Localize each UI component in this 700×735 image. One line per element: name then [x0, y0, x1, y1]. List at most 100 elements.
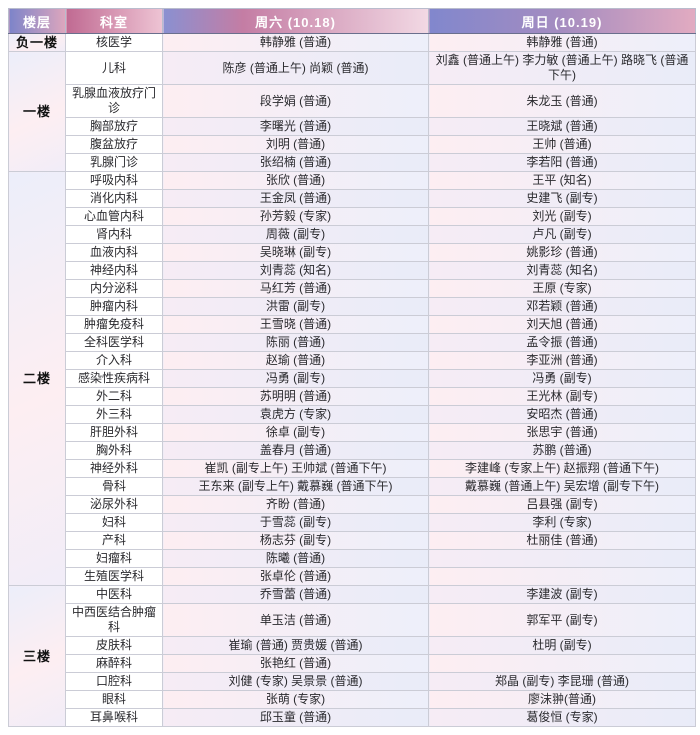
- table-row: 泌尿外科 齐盼 (普通) 吕县强 (副专): [9, 495, 696, 514]
- table-row: 口腔科 刘健 (专家) 吴景景 (普通) 郑晶 (副专) 李昆珊 (普通): [9, 672, 696, 691]
- table-row: 产科 杨志芬 (副专) 杜丽佳 (普通): [9, 531, 696, 550]
- sunday-cell: [428, 567, 696, 586]
- sunday-cell: 刘鑫 (普通上午) 李力敏 (普通上午) 路晓飞 (普通下午): [428, 51, 696, 85]
- saturday-cell: 徐卓 (副专): [162, 423, 429, 442]
- table-row: 心血管内科 孙芳毅 (专家) 刘光 (副专): [9, 207, 696, 226]
- saturday-cell: 张卓伦 (普通): [162, 567, 429, 586]
- saturday-cell: 吴晓琳 (副专): [162, 243, 429, 262]
- department-cell: 全科医学科: [65, 333, 163, 352]
- sunday-cell: 邓若颖 (普通): [428, 297, 696, 316]
- department-cell: 介入科: [65, 351, 163, 370]
- header-row: 楼层 科室 周六 (10.18) 周日 (10.19): [8, 8, 696, 34]
- table-row: 乳腺门诊 张绍楠 (普通) 李若阳 (普通): [9, 153, 696, 172]
- sunday-cell: 李利 (专家): [428, 513, 696, 532]
- saturday-cell: 张绍楠 (普通): [162, 153, 429, 172]
- sunday-cell: 卢凡 (副专): [428, 225, 696, 244]
- department-cell: 泌尿外科: [65, 495, 163, 514]
- department-cell: 外三科: [65, 405, 163, 424]
- sunday-cell: 朱龙玉 (普通): [428, 84, 696, 118]
- sunday-cell: 韩静雅 (普通): [428, 33, 696, 52]
- saturday-cell: 杨志芬 (副专): [162, 531, 429, 550]
- saturday-cell: 单玉洁 (普通): [162, 603, 429, 637]
- department-cell: 口腔科: [65, 672, 163, 691]
- table-row: 生殖医学科 张卓伦 (普通): [9, 567, 696, 586]
- department-cell: 血液内科: [65, 243, 163, 262]
- department-cell: 中西医结合肿瘤科: [65, 603, 163, 637]
- table-row: 神经内科 刘青蕊 (知名) 刘青蕊 (知名): [9, 261, 696, 280]
- department-cell: 呼吸内科: [65, 171, 163, 190]
- sunday-cell: 安昭杰 (普通): [428, 405, 696, 424]
- saturday-cell: 于雪蕊 (副专): [162, 513, 429, 532]
- saturday-cell: 孙芳毅 (专家): [162, 207, 429, 226]
- department-cell: 乳腺血液放疗门诊: [65, 84, 163, 118]
- table-row: 神经外科 崔凯 (副专上午) 王帅斌 (普通下午) 李建峰 (专家上午) 赵振翔 (…: [9, 459, 696, 478]
- table-row: 中西医结合肿瘤科 单玉洁 (普通) 郭军平 (副专): [9, 603, 696, 637]
- floor-cell: 二楼: [8, 171, 66, 586]
- table-row: 肿瘤免疫科 王雪晓 (普通) 刘天旭 (普通): [9, 315, 696, 334]
- sunday-cell: 李建波 (副专): [428, 585, 696, 604]
- floor-cell: 一楼: [8, 51, 66, 172]
- department-cell: 消化内科: [65, 189, 163, 208]
- floor-cell: 负一楼: [8, 33, 66, 52]
- header-department: 科室: [65, 8, 163, 34]
- saturday-cell: 王金凤 (普通): [162, 189, 429, 208]
- sunday-cell: 葛俊恒 (专家): [428, 708, 696, 727]
- sunday-cell: [428, 549, 696, 568]
- sunday-cell: 姚影珍 (普通): [428, 243, 696, 262]
- department-cell: 感染性疾病科: [65, 369, 163, 388]
- department-cell: 产科: [65, 531, 163, 550]
- sunday-cell: 杜明 (副专): [428, 636, 696, 655]
- table-row: 外三科 袁虎方 (专家) 安昭杰 (普通): [9, 405, 696, 424]
- sunday-cell: 刘天旭 (普通): [428, 315, 696, 334]
- sunday-cell: 郭军平 (副专): [428, 603, 696, 637]
- table-row: 外二科 苏明明 (普通) 王光林 (副专): [9, 387, 696, 406]
- saturday-cell: 盖春月 (普通): [162, 441, 429, 460]
- department-cell: 骨科: [65, 477, 163, 496]
- saturday-cell: 张萌 (专家): [162, 690, 429, 709]
- table-row: 皮肤科 崔瑜 (普通) 贾贵媛 (普通) 杜明 (副专): [9, 636, 696, 655]
- table-row: 肾内科 周薇 (副专) 卢凡 (副专): [9, 225, 696, 244]
- sunday-cell: 李若阳 (普通): [428, 153, 696, 172]
- duty-schedule-table: 楼层 科室 周六 (10.18) 周日 (10.19) 负一楼 核医学 韩静雅 (普…: [8, 8, 696, 727]
- header-saturday: 周六 (10.18): [162, 8, 429, 34]
- department-cell: 皮肤科: [65, 636, 163, 655]
- department-cell: 儿科: [65, 51, 163, 85]
- floor-cell: 三楼: [8, 585, 66, 727]
- table-row: 负一楼 核医学 韩静雅 (普通) 韩静雅 (普通): [8, 33, 696, 52]
- sunday-cell: 冯勇 (副专): [428, 369, 696, 388]
- saturday-cell: 崔瑜 (普通) 贾贵媛 (普通): [162, 636, 429, 655]
- department-cell: 麻醉科: [65, 654, 163, 673]
- saturday-cell: 张艳红 (普通): [162, 654, 429, 673]
- sunday-cell: 杜丽佳 (普通): [428, 531, 696, 550]
- sunday-cell: 王晓斌 (普通): [428, 117, 696, 136]
- table-row: 介入科 赵瑜 (普通) 李亚洲 (普通): [9, 351, 696, 370]
- department-cell: 腹盆放疗: [65, 135, 163, 154]
- saturday-cell: 赵瑜 (普通): [162, 351, 429, 370]
- saturday-cell: 邱玉童 (普通): [162, 708, 429, 727]
- sunday-cell: 孟令振 (普通): [428, 333, 696, 352]
- header-sunday: 周日 (10.19): [428, 8, 696, 34]
- saturday-cell: 陈曦 (普通): [162, 549, 429, 568]
- sunday-cell: 吕县强 (副专): [428, 495, 696, 514]
- department-cell: 妇瘤科: [65, 549, 163, 568]
- department-cell: 生殖医学科: [65, 567, 163, 586]
- sunday-cell: 郑晶 (副专) 李昆珊 (普通): [428, 672, 696, 691]
- department-cell: 神经外科: [65, 459, 163, 478]
- saturday-cell: 周薇 (副专): [162, 225, 429, 244]
- saturday-cell: 崔凯 (副专上午) 王帅斌 (普通下午): [162, 459, 429, 478]
- sunday-cell: [428, 654, 696, 673]
- table-row: 感染性疾病科 冯勇 (副专) 冯勇 (副专): [9, 369, 696, 388]
- department-cell: 外二科: [65, 387, 163, 406]
- table-row: 肿瘤内科 洪雷 (副专) 邓若颖 (普通): [9, 297, 696, 316]
- saturday-cell: 段学娟 (普通): [162, 84, 429, 118]
- saturday-cell: 李曙光 (普通): [162, 117, 429, 136]
- table-row: 消化内科 王金凤 (普通) 史建飞 (副专): [9, 189, 696, 208]
- sunday-cell: 刘光 (副专): [428, 207, 696, 226]
- saturday-cell: 洪雷 (副专): [162, 297, 429, 316]
- department-cell: 乳腺门诊: [65, 153, 163, 172]
- saturday-cell: 陈丽 (普通): [162, 333, 429, 352]
- department-cell: 耳鼻喉科: [65, 708, 163, 727]
- department-cell: 中医科: [65, 585, 163, 604]
- saturday-cell: 刘明 (普通): [162, 135, 429, 154]
- sunday-cell: 张思宇 (普通): [428, 423, 696, 442]
